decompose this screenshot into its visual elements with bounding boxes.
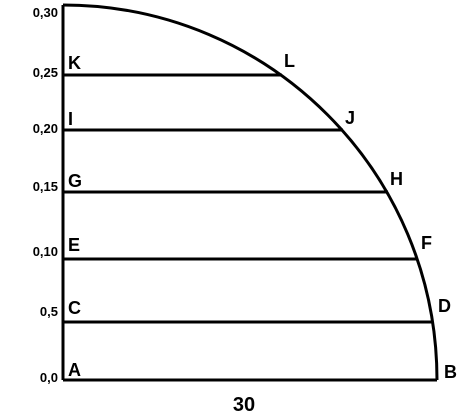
point-label-e: E (68, 235, 80, 255)
point-label-b: B (444, 362, 457, 382)
point-label-g: G (68, 171, 82, 191)
point-label-d: D (438, 296, 451, 316)
base-length-label: 30 (233, 394, 255, 416)
point-label-f: F (421, 233, 432, 253)
y-label-0-10: 0,10 (33, 244, 58, 259)
y-label-0-15: 0,15 (33, 179, 58, 194)
y-label-0-5: 0,5 (40, 304, 58, 319)
y-label-0-30: 0,30 (33, 5, 58, 20)
point-label-l: L (284, 51, 295, 71)
point-label-k: K (68, 53, 81, 73)
point-label-c: C (68, 298, 81, 318)
y-label-0-0: 0,0 (40, 370, 58, 385)
y-label-0-20: 0,20 (33, 121, 58, 136)
point-label-a: A (68, 360, 81, 380)
point-label-h: H (390, 169, 403, 189)
quarter-arc (62, 3, 439, 381)
point-label-j: J (345, 108, 355, 128)
point-label-i: I (68, 109, 73, 129)
y-label-0-25: 0,25 (33, 65, 58, 80)
